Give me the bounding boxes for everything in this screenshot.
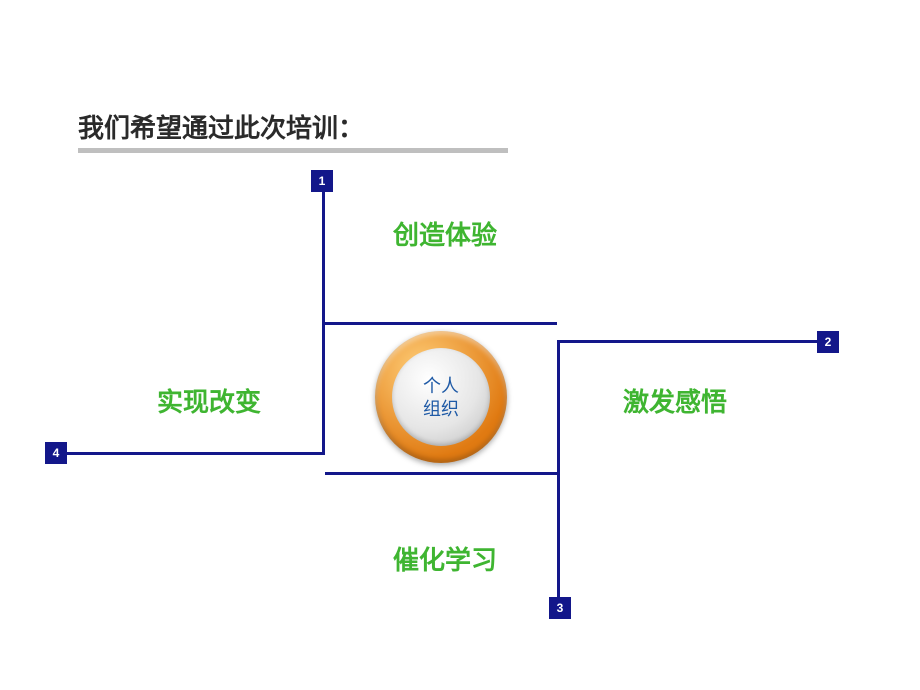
q4-seg-a xyxy=(322,322,325,455)
slide-canvas: 我们希望通过此次培训： 个人 组织 创造体验 激发感悟 催化学习 实现改变 1 … xyxy=(0,0,920,690)
q1-seg-b xyxy=(322,322,557,325)
q2-seg-a xyxy=(557,340,839,343)
center-text: 个人 组织 xyxy=(401,375,481,420)
q1-seg-a xyxy=(322,170,325,325)
q4-label: 实现改变 xyxy=(157,382,261,419)
q3-number: 3 xyxy=(549,597,571,619)
q1-label: 创造体验 xyxy=(393,215,497,252)
q1-number: 1 xyxy=(311,170,333,192)
q3-seg-a xyxy=(325,472,560,475)
center-line2: 组织 xyxy=(423,399,459,419)
q3-label: 催化学习 xyxy=(393,540,497,577)
q2-label: 激发感悟 xyxy=(623,382,727,419)
q2-seg-b xyxy=(557,340,560,475)
center-line1: 个人 xyxy=(423,376,459,396)
q4-number: 4 xyxy=(45,442,67,464)
q2-number: 2 xyxy=(817,331,839,353)
title-underline xyxy=(78,148,508,153)
q4-seg-b xyxy=(45,452,325,455)
slide-title: 我们希望通过此次培训： xyxy=(78,108,364,145)
